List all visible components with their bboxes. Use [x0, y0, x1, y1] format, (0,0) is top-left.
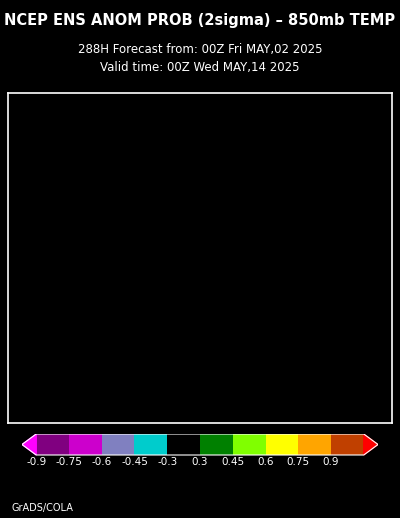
Text: 0.3: 0.3	[192, 457, 208, 467]
Polygon shape	[22, 434, 36, 455]
Text: -0.45: -0.45	[121, 457, 148, 467]
Bar	[200, 434, 233, 455]
Polygon shape	[364, 434, 378, 455]
Text: NCEP ENS ANOM PROB (2sigma) – 850mb TEMP: NCEP ENS ANOM PROB (2sigma) – 850mb TEMP	[4, 12, 396, 27]
Bar	[167, 434, 200, 455]
Text: 0.6: 0.6	[257, 457, 274, 467]
Text: 0.45: 0.45	[221, 457, 244, 467]
Bar	[298, 434, 331, 455]
Bar	[102, 434, 134, 455]
Bar	[233, 434, 266, 455]
Text: -0.9: -0.9	[26, 457, 46, 467]
Text: GrADS/COLA: GrADS/COLA	[12, 503, 74, 513]
Bar	[134, 434, 167, 455]
Bar	[69, 434, 102, 455]
Bar	[331, 434, 364, 455]
Text: 0.9: 0.9	[323, 457, 339, 467]
Text: 288H Forecast from: 00Z Fri MAY,02 2025: 288H Forecast from: 00Z Fri MAY,02 2025	[78, 44, 322, 56]
Bar	[36, 434, 69, 455]
Text: Valid time: 00Z Wed MAY,14 2025: Valid time: 00Z Wed MAY,14 2025	[100, 62, 300, 75]
Text: 0.75: 0.75	[287, 457, 310, 467]
Text: -0.6: -0.6	[92, 457, 112, 467]
Text: -0.3: -0.3	[157, 457, 177, 467]
Text: -0.75: -0.75	[56, 457, 82, 467]
Bar	[266, 434, 298, 455]
